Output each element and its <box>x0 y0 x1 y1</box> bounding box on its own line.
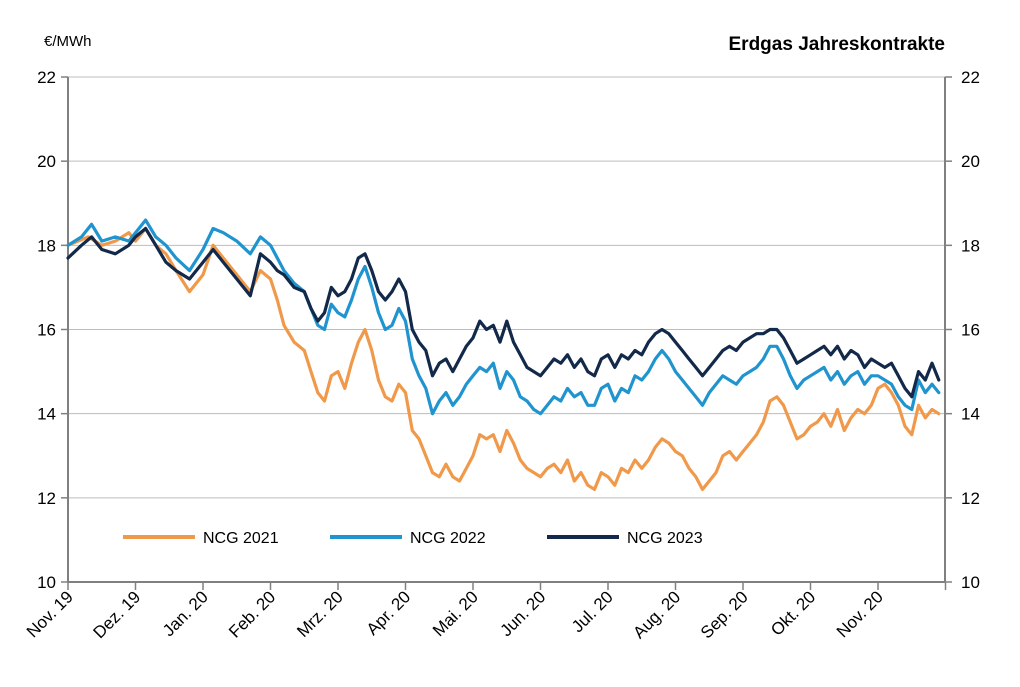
y-tick-label-right: 18 <box>961 236 980 255</box>
y-tick-label-left: 22 <box>37 68 56 87</box>
y-tick-label-left: 16 <box>37 321 56 340</box>
legend: NCG 2021 NCG 2022 NCG 2023 <box>123 530 703 547</box>
y-tick-label-right: 22 <box>961 68 980 87</box>
y-tick-label-left: 10 <box>37 573 56 592</box>
x-tick-label: Feb. 20 <box>225 587 279 641</box>
chart-title: Erdgas Jahreskontrakte <box>729 34 946 55</box>
x-tick-label: Mrz. 20 <box>293 587 347 641</box>
legend-label-ncg-2023: NCG 2023 <box>627 530 703 547</box>
y-tick-label-left: 12 <box>37 489 56 508</box>
x-tick-label: Jan. 20 <box>159 587 212 640</box>
y-tick-label-left: 14 <box>37 405 56 424</box>
series-line-ncg-2021 <box>66 226 941 491</box>
x-tick-label: Sep. 20 <box>697 587 752 642</box>
y-axis-unit-label: €/MWh <box>44 33 92 50</box>
y-tick-label-left: 18 <box>37 236 56 255</box>
y-tick-label-right: 12 <box>961 489 980 508</box>
y-tick-label-right: 16 <box>961 321 980 340</box>
y-tick-label-right: 10 <box>961 573 980 592</box>
series-lines <box>66 218 941 491</box>
x-tick-label: Aug. 20 <box>629 587 684 642</box>
y-tick-label-left: 20 <box>37 152 56 171</box>
series-line-ncg-2023 <box>66 226 941 399</box>
y-tick-label-right: 14 <box>961 405 980 424</box>
x-tick-label: Okt. 20 <box>767 587 819 639</box>
x-tick-label: Mai. 20 <box>429 587 482 640</box>
x-tick-label: Nov. 19 <box>23 587 77 641</box>
legend-label-ncg-2022: NCG 2022 <box>410 530 486 547</box>
axis-tick-labels: 10 10 12 12 14 14 16 16 18 18 20 20 22 22 Nov. 19 Dez. … <box>23 68 980 642</box>
series-line-ncg-2022 <box>66 218 941 416</box>
axes <box>61 76 952 590</box>
x-tick-label: Jul. 20 <box>568 587 617 636</box>
legend-label-ncg-2021: NCG 2021 <box>203 530 279 547</box>
x-tick-label: Nov. 20 <box>833 587 887 641</box>
y-tick-label-right: 20 <box>961 152 980 171</box>
x-tick-label: Jun. 20 <box>496 587 549 640</box>
x-tick-label: Dez. 19 <box>89 587 144 642</box>
x-tick-label: Apr. 20 <box>363 587 415 639</box>
